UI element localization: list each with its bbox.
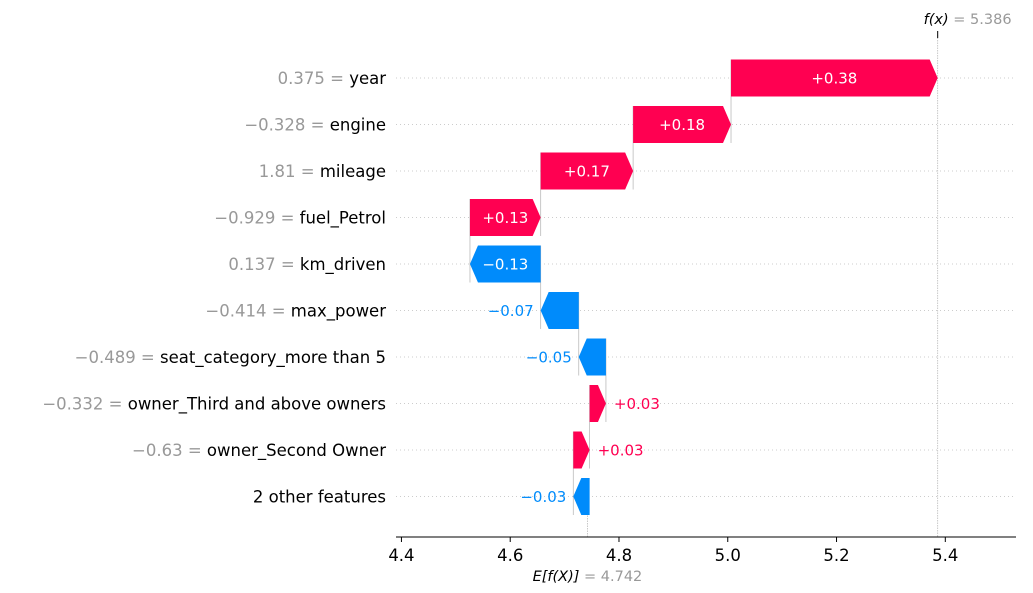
feature-name: seat_category_more than 5 <box>160 348 386 368</box>
x-tick-label: 4.6 <box>497 546 523 565</box>
feature-value: −0.332 = <box>42 395 127 414</box>
feature-value: −0.328 = <box>244 116 329 135</box>
bar <box>731 59 938 97</box>
feature-name: owner_Second Owner <box>207 441 386 461</box>
feature-label: −0.414 = max_power <box>205 302 386 322</box>
bar <box>589 385 606 422</box>
x-axis: 4.4 4.6 4.8 5.0 5.2 5.4 E[f(X)] = 4.742 f(x) = … <box>388 12 1016 585</box>
output-value-label: f(x) = 5.386 <box>924 12 1012 28</box>
bar-label: +0.03 <box>614 395 660 413</box>
bar-label: +0.17 <box>564 163 610 181</box>
label-layer: +0.38 0.375 = year +0.18 −0.328 = engine +0.… <box>42 69 857 507</box>
bar-label: +0.03 <box>598 442 644 460</box>
output-value-number: = 5.386 <box>953 12 1011 28</box>
feature-name: fuel_Petrol <box>300 209 386 229</box>
feature-label: −0.489 = seat_category_more than 5 <box>75 348 386 368</box>
feature-name: 2 other features <box>253 488 386 507</box>
feature-value: 0.375 = <box>278 69 350 88</box>
feature-label: −0.929 = fuel_Petrol <box>214 209 386 229</box>
feature-name: engine <box>330 116 386 135</box>
x-tick-label: 5.0 <box>715 546 741 565</box>
feature-name: max_power <box>291 302 386 322</box>
feature-label: 1.81 = mileage <box>259 162 386 181</box>
bar <box>469 199 541 236</box>
base-value-name: E[f(X)] <box>533 569 584 585</box>
feature-name: mileage <box>320 162 386 181</box>
feature-value: −0.63 = <box>132 441 207 460</box>
base-value-number: = 4.742 <box>584 569 642 585</box>
feature-label: 0.137 = km_driven <box>228 255 386 275</box>
bar-layer <box>469 59 938 515</box>
bar <box>578 338 606 376</box>
feature-name: year <box>349 69 386 88</box>
feature-value: 1.81 = <box>259 162 320 181</box>
bar <box>573 478 590 515</box>
feature-value: −0.489 = <box>75 348 160 367</box>
feature-label: −0.63 = owner_Second Owner <box>132 441 386 461</box>
bar-label: +0.13 <box>482 209 528 227</box>
feature-value: −0.929 = <box>214 209 299 228</box>
base-value-label: E[f(X)] = 4.742 <box>533 569 643 585</box>
bar-label: +0.38 <box>811 70 857 88</box>
bar <box>573 431 590 469</box>
feature-value: 0.137 = <box>228 255 300 274</box>
feature-value: −0.414 = <box>205 302 290 321</box>
feature-label: 2 other features <box>253 488 386 507</box>
x-tick-label: 5.2 <box>823 546 849 565</box>
bar <box>540 152 634 190</box>
bar <box>540 292 579 329</box>
x-tick-label: 4.4 <box>388 546 414 565</box>
feature-label: −0.332 = owner_Third and above owners <box>42 395 386 415</box>
bar-label: +0.18 <box>659 116 705 134</box>
x-tick-label: 5.4 <box>932 546 958 565</box>
feature-name: km_driven <box>300 255 386 275</box>
feature-name: owner_Third and above owners <box>128 395 386 415</box>
bar-label: −0.05 <box>526 349 572 367</box>
feature-label: 0.375 = year <box>278 69 387 88</box>
bar-label: −0.07 <box>488 302 534 320</box>
output-value-name: f(x) <box>924 12 954 28</box>
bar <box>633 106 732 143</box>
feature-label: −0.328 = engine <box>244 116 386 135</box>
bar-label: −0.13 <box>482 256 528 274</box>
bar-label: −0.03 <box>520 488 566 506</box>
bar <box>469 245 541 283</box>
x-tick-label: 4.8 <box>606 546 632 565</box>
